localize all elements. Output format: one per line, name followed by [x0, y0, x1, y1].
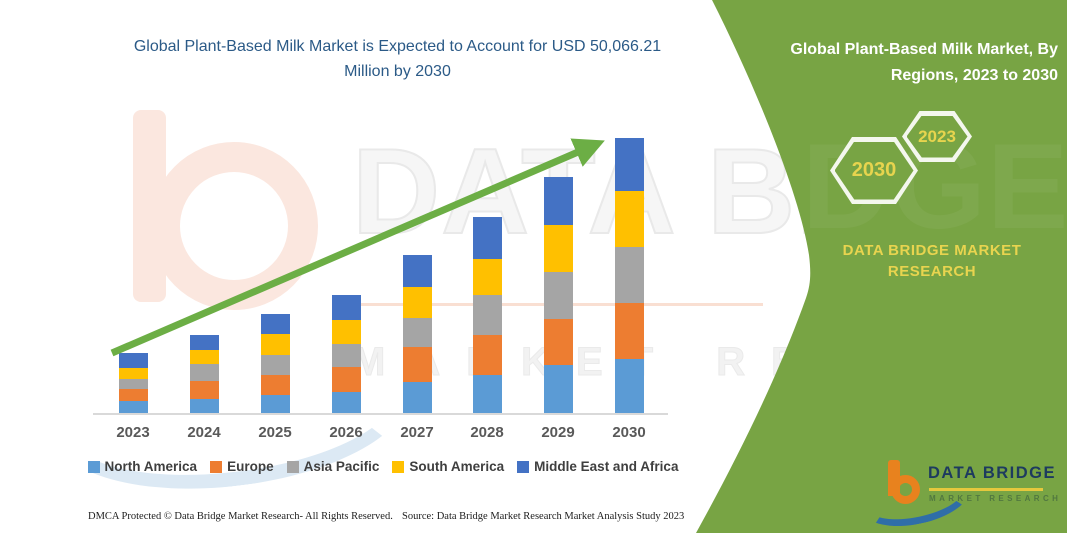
segment-north-america	[118, 400, 148, 413]
stacked-bar-2030	[614, 137, 644, 413]
x-tick-label: 2025	[258, 424, 292, 441]
legend-item-middle-east-and-africa: Middle East and Africa	[517, 459, 678, 474]
legend-swatch-icon	[392, 460, 405, 473]
segment-north-america	[402, 382, 432, 413]
x-tick-label: 2028	[470, 424, 504, 441]
segment-asia-pacific	[260, 355, 290, 376]
segment-north-america	[189, 398, 219, 413]
segment-north-america	[543, 365, 573, 413]
segment-asia-pacific	[614, 247, 644, 304]
legend-label: Asia Pacific	[303, 459, 380, 474]
segment-asia-pacific	[118, 379, 148, 390]
segment-north-america	[331, 392, 361, 413]
segment-europe	[189, 381, 219, 399]
segment-north-america	[260, 395, 290, 413]
x-tick-label: 2026	[329, 424, 363, 441]
x-tick-label: 2023	[116, 424, 150, 441]
legend-item-asia-pacific: Asia Pacific	[286, 459, 380, 474]
legend-label: South America	[409, 459, 505, 474]
dmca-notice: DMCA Protected © Data Bridge Market Rese…	[88, 511, 393, 522]
x-tick-label: 2024	[187, 424, 221, 441]
x-tick-label: 2029	[541, 424, 575, 441]
legend-swatch-icon	[286, 460, 299, 473]
legend-swatch-icon	[517, 460, 530, 473]
segment-europe	[260, 375, 290, 396]
stacked-bar-2023	[118, 353, 148, 413]
segment-north-america	[614, 358, 644, 413]
x-tick-label: 2030	[612, 424, 646, 441]
legend-swatch-icon	[87, 460, 100, 473]
legend-label: North America	[104, 459, 198, 474]
chart-title: Global Plant-Based Milk Market is Expect…	[133, 38, 662, 80]
source-note: Source: Data Bridge Market Research Mark…	[402, 511, 685, 522]
segment-asia-pacific	[189, 363, 219, 382]
x-tick-label: 2027	[400, 424, 434, 441]
segment-south-america	[118, 368, 148, 380]
legend-label: Middle East and Africa	[534, 459, 679, 474]
segment-north-america	[472, 375, 502, 413]
legend-item-europe: Europe	[210, 459, 274, 474]
segment-europe	[614, 303, 644, 359]
segment-south-america	[614, 191, 644, 248]
segment-europe	[118, 389, 148, 401]
segment-middle-east-and-africa	[614, 137, 644, 192]
segment-middle-east-and-africa	[118, 353, 148, 369]
segment-europe	[331, 367, 361, 392]
legend-item-south-america: South America	[392, 459, 504, 474]
x-axis-line	[93, 413, 668, 415]
chart-legend: North America Europe Asia Pacific South Ame…	[87, 459, 678, 474]
legend-label: Europe	[227, 459, 274, 474]
legend-swatch-icon	[210, 460, 223, 473]
legend-item-north-america: North America	[87, 459, 198, 474]
